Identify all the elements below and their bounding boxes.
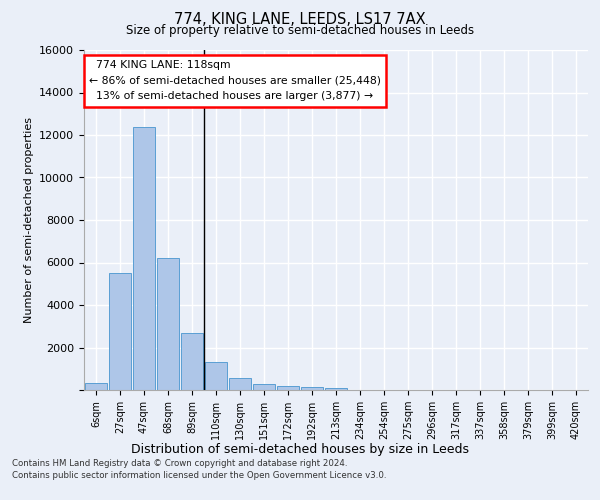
Bar bbox=[301, 387, 323, 390]
Bar bbox=[157, 258, 179, 390]
Bar bbox=[253, 384, 275, 390]
Bar bbox=[85, 383, 107, 390]
Bar bbox=[133, 126, 155, 390]
Bar bbox=[229, 378, 251, 390]
Text: Size of property relative to semi-detached houses in Leeds: Size of property relative to semi-detach… bbox=[126, 24, 474, 37]
Bar bbox=[325, 388, 347, 390]
Text: Contains public sector information licensed under the Open Government Licence v3: Contains public sector information licen… bbox=[12, 471, 386, 480]
Text: Contains HM Land Registry data © Crown copyright and database right 2024.: Contains HM Land Registry data © Crown c… bbox=[12, 458, 347, 468]
Text: 774 KING LANE: 118sqm
← 86% of semi-detached houses are smaller (25,448)
  13% o: 774 KING LANE: 118sqm ← 86% of semi-deta… bbox=[89, 60, 381, 102]
Bar bbox=[109, 273, 131, 390]
Text: 774, KING LANE, LEEDS, LS17 7AX: 774, KING LANE, LEEDS, LS17 7AX bbox=[174, 12, 426, 28]
Text: Distribution of semi-detached houses by size in Leeds: Distribution of semi-detached houses by … bbox=[131, 442, 469, 456]
Bar bbox=[277, 386, 299, 390]
Bar bbox=[205, 362, 227, 390]
Y-axis label: Number of semi-detached properties: Number of semi-detached properties bbox=[23, 117, 34, 323]
Bar bbox=[181, 332, 203, 390]
